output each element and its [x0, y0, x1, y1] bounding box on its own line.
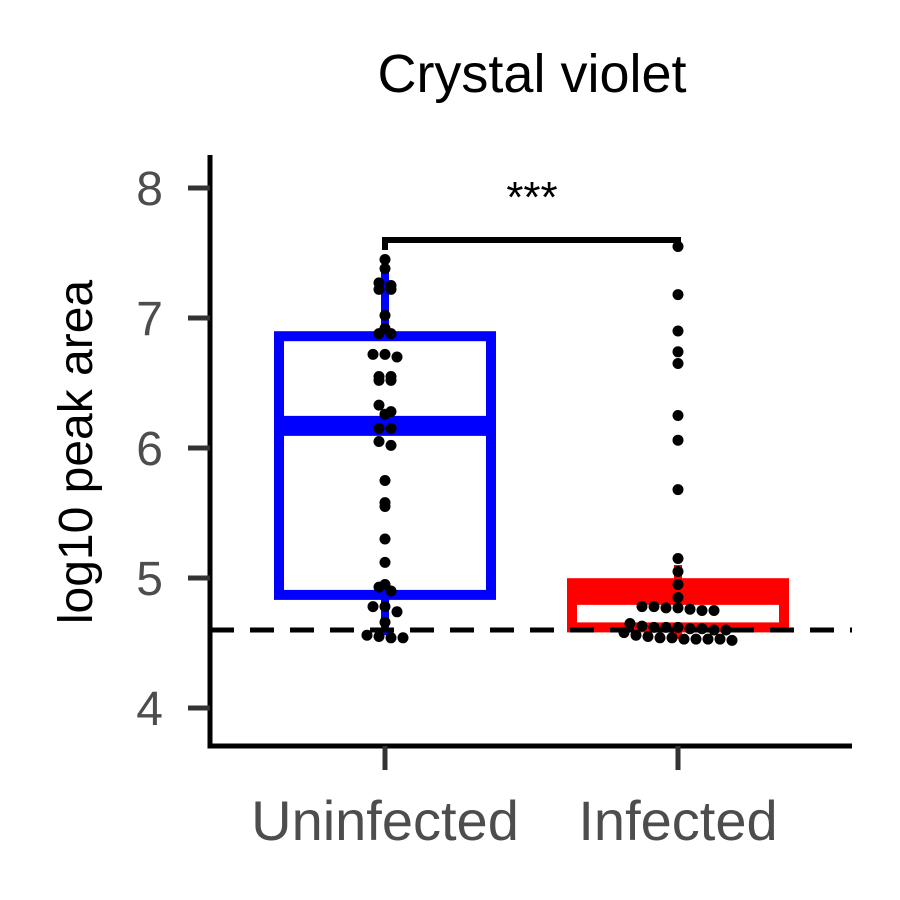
x-tick-label: Infected [578, 789, 777, 852]
data-point [714, 633, 726, 645]
data-point [672, 358, 684, 369]
data-point [379, 556, 391, 568]
data-point [660, 602, 672, 614]
data-point [373, 631, 385, 642]
data-point [379, 322, 391, 334]
data-point [672, 579, 684, 590]
data-point [367, 348, 379, 360]
data-point [385, 371, 397, 382]
data-point [696, 623, 708, 635]
data-point [672, 566, 684, 577]
data-point [702, 633, 714, 645]
data-point [654, 632, 666, 644]
plot-area: 4 5 6 7 8 Uninfected Infected [136, 155, 852, 852]
significance-bracket [382, 237, 681, 250]
data-point [391, 606, 403, 618]
data-point [660, 621, 672, 633]
data-point [361, 629, 373, 641]
data-point [630, 629, 642, 641]
data-point [385, 406, 397, 418]
data-point [720, 624, 732, 636]
data-point [642, 631, 654, 642]
box-iqr [274, 331, 496, 600]
y-tick-label: 6 [136, 423, 163, 476]
data-point [684, 623, 696, 635]
data-point [379, 348, 391, 360]
data-point [672, 592, 684, 603]
data-point [379, 497, 391, 509]
data-point [672, 434, 684, 446]
data-point [672, 346, 684, 358]
data-point [690, 633, 702, 645]
data-point [373, 371, 385, 382]
data-point [373, 399, 385, 411]
y-tick-label: 8 [136, 163, 163, 216]
data-point [648, 601, 660, 613]
y-tick-label: 5 [136, 553, 163, 606]
data-point [379, 475, 391, 486]
data-point [708, 605, 720, 616]
data-point [672, 621, 684, 633]
data-point [636, 620, 648, 632]
data-point [696, 605, 708, 616]
y-tick-label: 7 [136, 293, 163, 346]
data-point [385, 439, 397, 451]
data-point [379, 309, 391, 321]
data-point [726, 634, 738, 646]
data-point [672, 325, 684, 337]
data-point [684, 603, 696, 615]
data-point [648, 621, 660, 633]
data-point [624, 618, 636, 629]
data-point [385, 632, 397, 644]
data-point [672, 602, 684, 614]
data-point [379, 263, 391, 275]
data-point [672, 484, 684, 496]
data-point [379, 616, 391, 628]
data-point [672, 289, 684, 301]
data-point [379, 579, 391, 590]
x-tick-label: Uninfected [251, 789, 519, 852]
significance-label: *** [506, 173, 557, 222]
data-point [397, 632, 409, 644]
data-point [391, 351, 403, 363]
data-point [367, 601, 379, 613]
data-point [379, 601, 391, 613]
y-axis-label: log10 peak area [50, 280, 103, 625]
data-point [672, 410, 684, 421]
chart-title: Crystal violet [377, 44, 686, 104]
data-point [678, 633, 690, 645]
data-point [373, 277, 385, 289]
data-point [385, 423, 397, 434]
y-tick-label: 4 [136, 683, 163, 736]
data-point [373, 436, 385, 447]
data-point [636, 601, 648, 613]
data-point [708, 624, 720, 636]
data-point [385, 280, 397, 291]
data-point [672, 553, 684, 564]
data-point [379, 533, 391, 545]
data-point [379, 254, 391, 265]
data-point [618, 627, 630, 639]
data-point [666, 632, 678, 644]
data-point [373, 423, 385, 434]
